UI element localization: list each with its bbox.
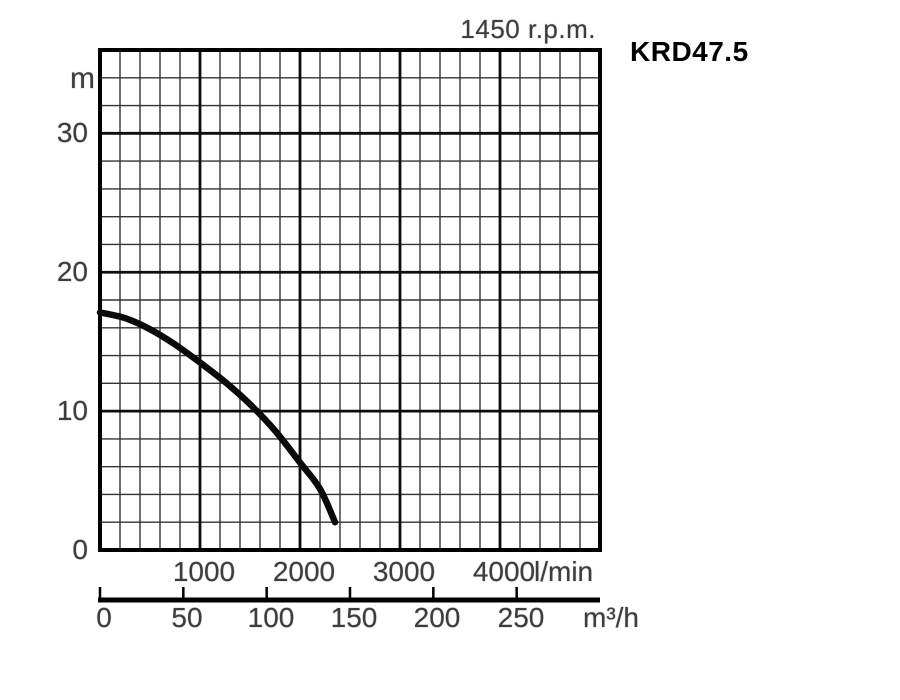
x-axis-m3h-tick-label-50: 50 (171, 602, 203, 633)
y-axis-tick-label-30: 30 (56, 117, 88, 148)
model-label: KRD47.5 (630, 36, 749, 67)
x-axis-m3h-tick-label-150: 150 (330, 602, 378, 633)
x-axis-lmin-tick-label-2000: 2000 (272, 556, 336, 587)
y-axis-tick-label-10: 10 (56, 395, 88, 426)
plot-border (98, 48, 602, 552)
x-axis-primary-unit-label: l/min (534, 556, 594, 587)
y-axis-tick-label-20: 20 (56, 256, 88, 287)
x-axis-m3h-tick-label-100: 100 (247, 602, 295, 633)
x-axis-lmin-tick-label-3000: 3000 (372, 556, 436, 587)
x-axis-lmin-tick-label-1000: 1000 (172, 556, 236, 587)
x-axis-m3h-tick-label-250: 250 (497, 602, 545, 633)
y-axis-tick-label-0: 0 (72, 534, 88, 565)
y-axis-unit-label: m (70, 62, 95, 95)
chart-title-rpm: 1450 r.p.m. (460, 14, 596, 44)
x-axis-lmin-tick-label-4000: 4000 (472, 556, 536, 587)
x-axis-m3h-tick-label-0: 0 (96, 602, 112, 633)
x-axis-secondary-unit-label: m³/h (583, 602, 639, 633)
x-axis-m3h-tick-label-200: 200 (413, 602, 461, 633)
head-flow-curve (96, 309, 339, 526)
